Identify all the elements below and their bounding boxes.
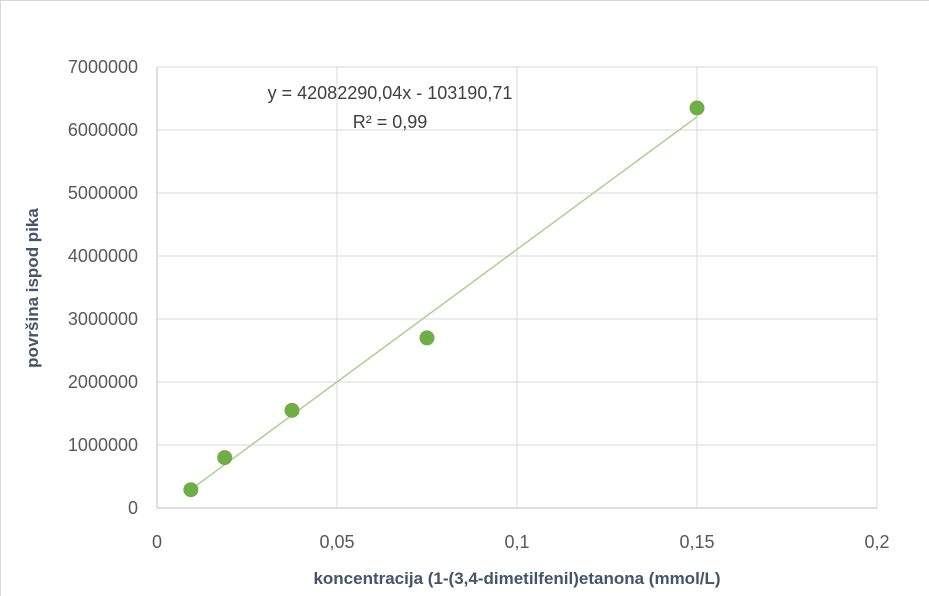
- trendline: [190, 116, 698, 491]
- y-tick-label: 7000000: [68, 57, 138, 77]
- y-axis-title: površina ispod pika: [23, 208, 42, 368]
- data-point: [284, 402, 300, 418]
- data-point: [689, 100, 705, 116]
- data-points: [183, 100, 705, 498]
- trendline-layer: [190, 116, 698, 491]
- gridlines: [156, 66, 878, 509]
- x-tick-label: 0,1: [504, 532, 529, 552]
- x-tick-label: 0,05: [319, 532, 354, 552]
- y-tick-label: 6000000: [68, 120, 138, 140]
- x-tick-label: 0,2: [864, 532, 889, 552]
- trendline-equation: y = 42082290,04x - 103190,71: [268, 83, 513, 103]
- x-axis-title: koncentracija (1-(3,4-dimetilfenil)etano…: [313, 569, 720, 588]
- x-tick-label: 0: [152, 532, 162, 552]
- y-tick-label: 0: [128, 498, 138, 518]
- y-tick-label: 4000000: [68, 246, 138, 266]
- y-tick-label: 3000000: [68, 309, 138, 329]
- data-point: [217, 450, 233, 466]
- y-tick-label: 1000000: [68, 435, 138, 455]
- data-point: [183, 482, 199, 498]
- data-point: [419, 330, 435, 346]
- tick-labels: 0 1000000 2000000 3000000 4000000 5000000 6000…: [68, 57, 890, 552]
- r-squared-label: R² = 0,99: [353, 112, 428, 132]
- x-tick-label: 0,15: [679, 532, 714, 552]
- y-tick-label: 2000000: [68, 372, 138, 392]
- y-tick-label: 5000000: [68, 183, 138, 203]
